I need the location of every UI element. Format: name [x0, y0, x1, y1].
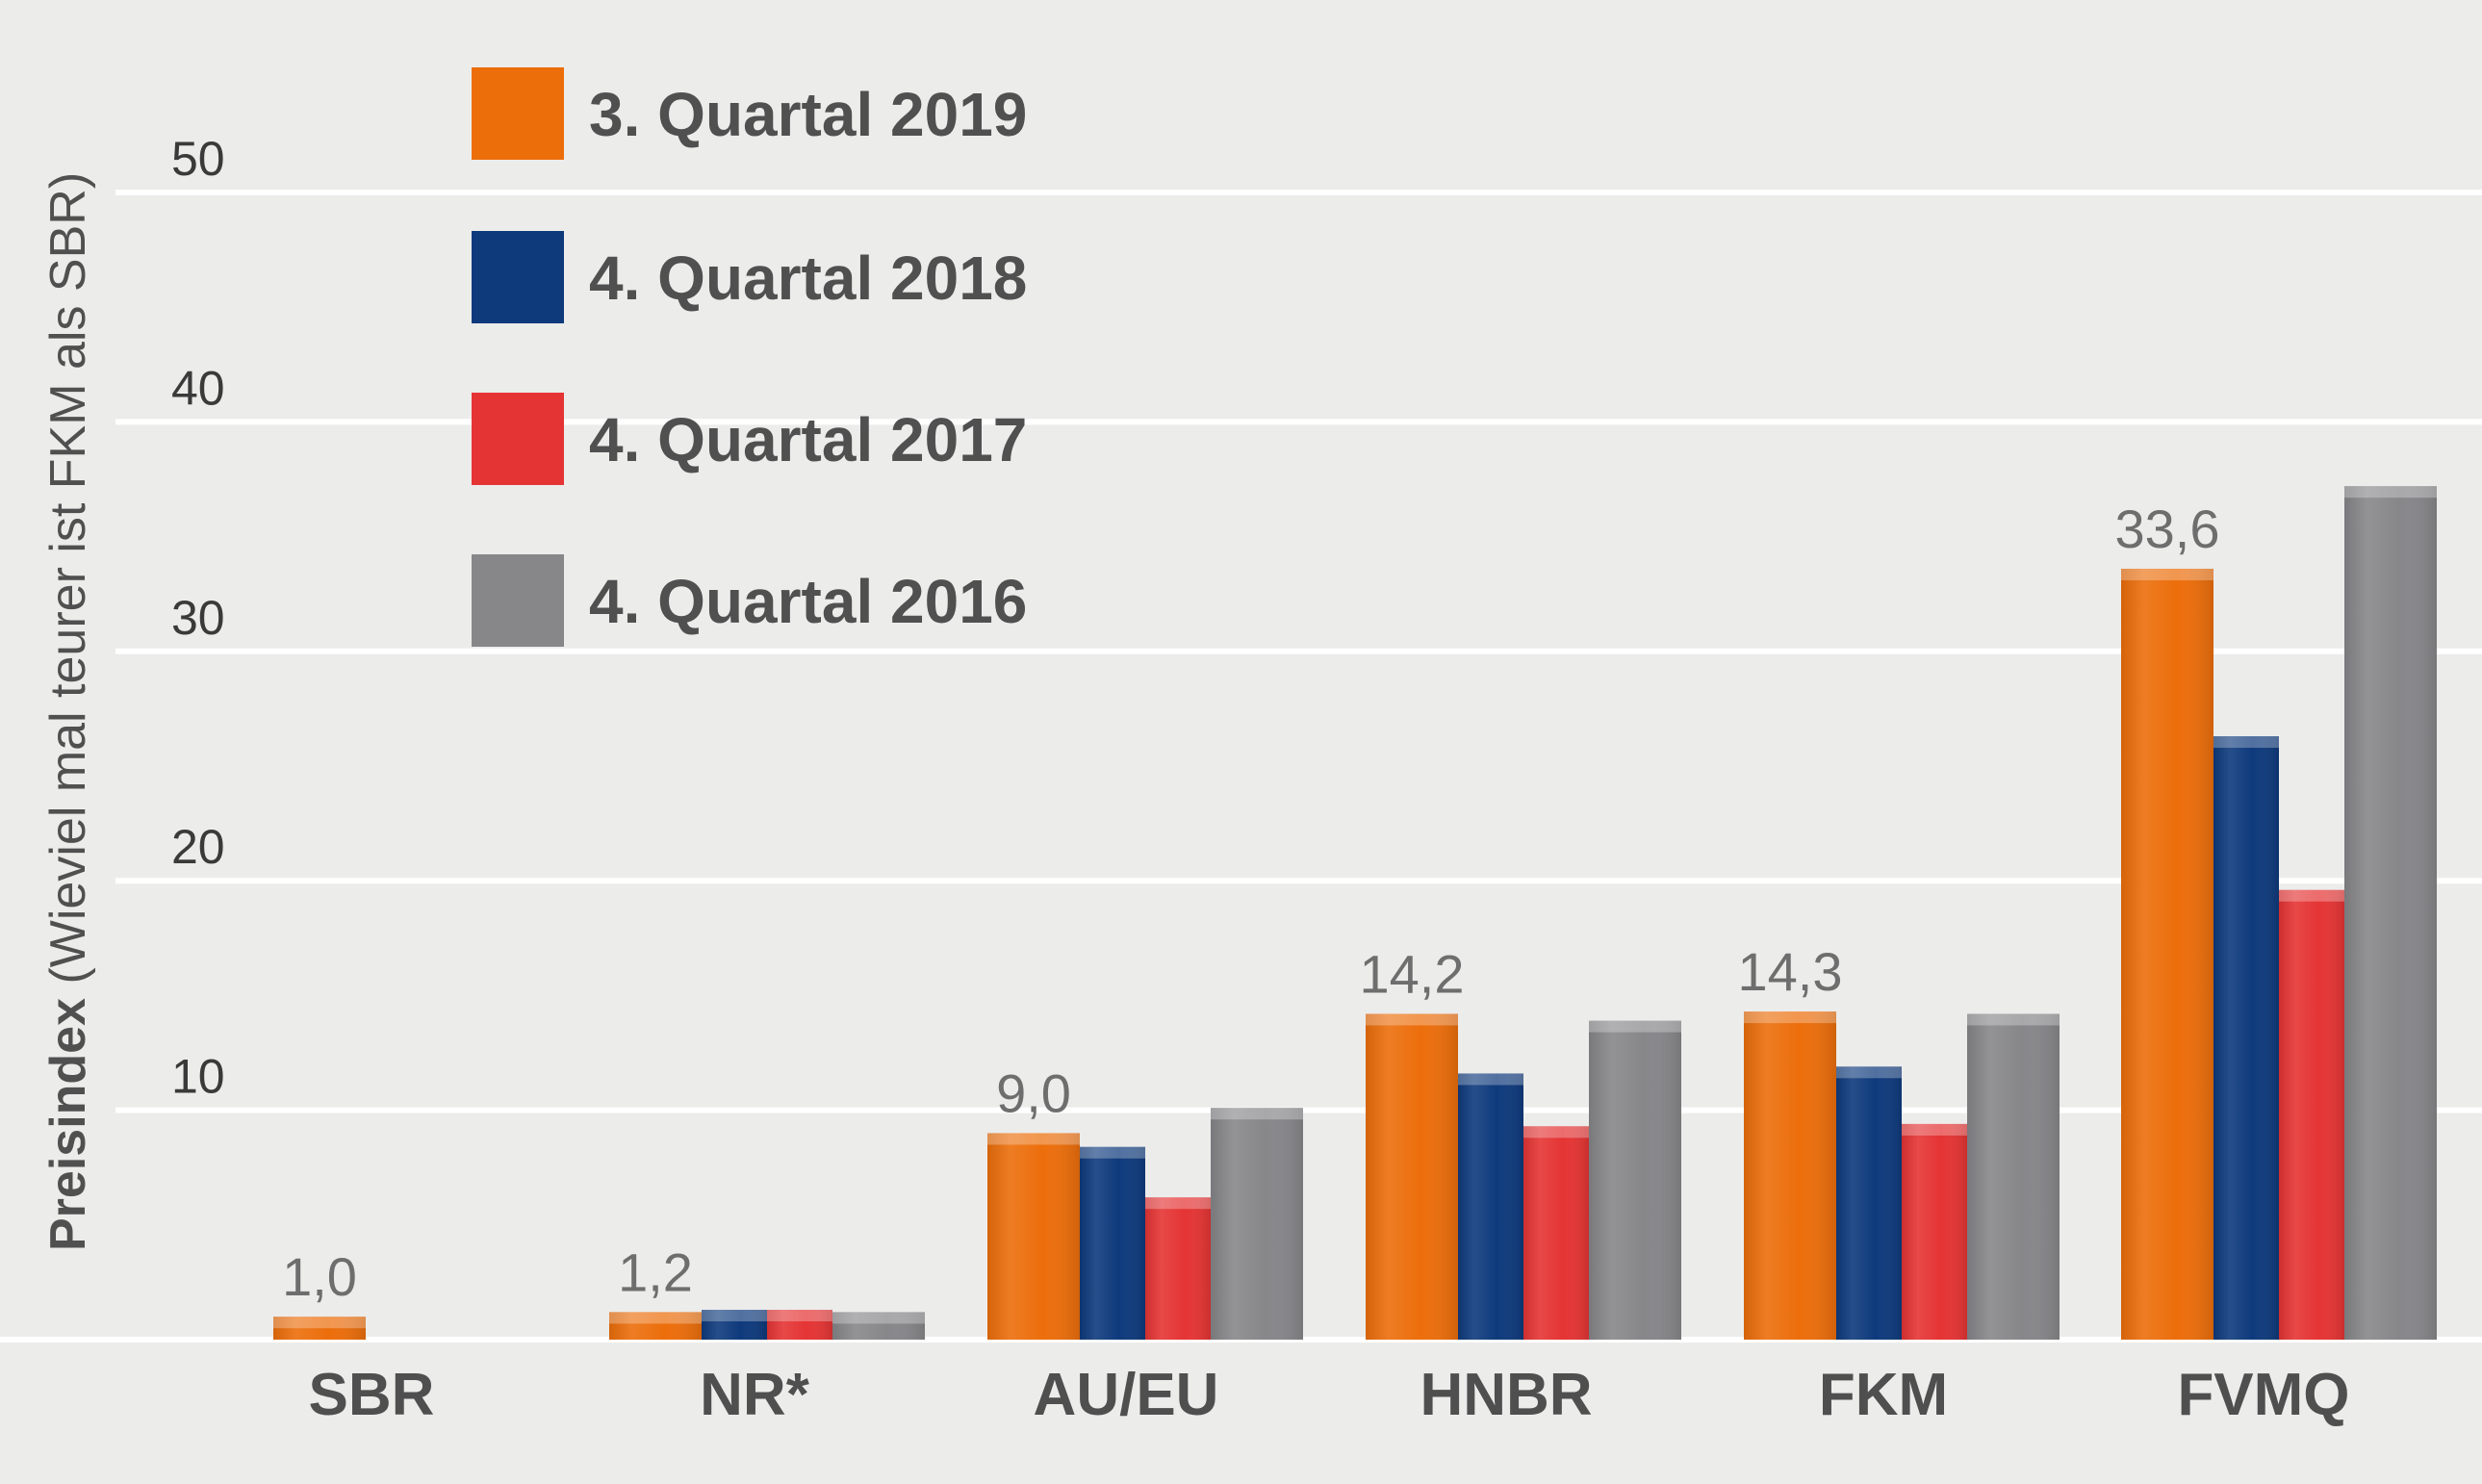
- x-tick-label: NR*: [700, 1362, 810, 1428]
- data-label: 1,0: [282, 1246, 357, 1307]
- x-axis-categories: SBR NR* AU/EU HNBR FKM FVMQ: [309, 1362, 2350, 1428]
- bar-shade: [987, 1133, 1080, 1340]
- y-axis-label-bold: Preisindex: [40, 998, 96, 1251]
- bar-highlight: [1211, 1108, 1303, 1120]
- y-tick-label: 50: [171, 132, 225, 186]
- bar-highlight: [2279, 889, 2344, 902]
- x-tick-label: HNBR: [1420, 1362, 1592, 1428]
- data-label: 33,6: [2115, 499, 2220, 559]
- bar-highlight: [2121, 568, 2213, 580]
- data-label: 14,2: [1360, 943, 1465, 1004]
- y-axis-label: Preisindex (Wieviel mal teurer ist FKM a…: [40, 172, 96, 1251]
- legend-swatch: [472, 67, 564, 160]
- y-tick-label: 30: [171, 591, 225, 645]
- bar-highlight: [2213, 736, 2279, 749]
- legend-swatch: [472, 231, 564, 323]
- bar-shade: [2213, 736, 2279, 1340]
- data-label: 1,2: [618, 1241, 693, 1302]
- legend-label: 4. Quartal 2017: [589, 405, 1027, 474]
- bars: [273, 486, 2437, 1341]
- legend: 3. Quartal 2019 4. Quartal 2018 4. Quartal…: [472, 67, 1027, 647]
- data-label: 14,3: [1738, 941, 1843, 1002]
- data-label: 9,0: [996, 1062, 1071, 1123]
- bar-highlight: [1589, 1020, 1681, 1033]
- bar-highlight: [2344, 486, 2437, 499]
- legend-label: 4. Quartal 2018: [589, 243, 1027, 313]
- bar-shade: [1366, 1013, 1458, 1340]
- bar-highlight: [987, 1133, 1080, 1145]
- bar-shade: [1836, 1066, 1902, 1340]
- bar-highlight: [702, 1310, 767, 1322]
- y-tick-label: 40: [171, 361, 225, 415]
- x-tick-label: FVMQ: [2177, 1362, 2349, 1428]
- bar-shade: [273, 1317, 366, 1340]
- bar-highlight: [1902, 1123, 1967, 1136]
- legend-swatch: [472, 554, 564, 647]
- bar-shade: [1145, 1197, 1211, 1340]
- bar-highlight: [1145, 1197, 1211, 1210]
- bar-highlight: [1458, 1073, 1523, 1086]
- x-tick-label: SBR: [309, 1362, 435, 1428]
- bar-shade: [1080, 1146, 1145, 1340]
- bar-highlight: [1967, 1013, 2060, 1026]
- y-tick-label: 10: [171, 1050, 225, 1104]
- bar-shade: [1458, 1073, 1523, 1340]
- y-axis-label-rest: (Wieviel mal teurer ist FKM als SBR): [40, 172, 96, 998]
- legend-swatch: [472, 393, 564, 485]
- bar-shade: [1589, 1020, 1681, 1340]
- y-axis-ticks: 10 20 30 40 50: [171, 132, 225, 1104]
- bar-shade: [2121, 568, 2213, 1340]
- bar-highlight: [767, 1310, 832, 1322]
- legend-label: 3. Quartal 2019: [589, 80, 1027, 149]
- bar-highlight: [273, 1317, 366, 1329]
- bar-shade: [609, 1312, 702, 1340]
- legend-label: 4. Quartal 2016: [589, 567, 1027, 636]
- bar-shade: [767, 1310, 832, 1340]
- bar-highlight: [1836, 1066, 1902, 1079]
- bar-highlight: [609, 1312, 702, 1324]
- bar-highlight: [832, 1312, 925, 1324]
- bar-highlight: [1080, 1146, 1145, 1159]
- bar-shade: [2279, 889, 2344, 1340]
- bar-shade: [1902, 1123, 1967, 1340]
- bar-shade: [702, 1310, 767, 1340]
- x-tick-label: AU/EU: [1034, 1362, 1219, 1428]
- bar-shade: [1967, 1013, 2060, 1340]
- bar-shade: [1211, 1108, 1303, 1340]
- bar-shade: [832, 1312, 925, 1340]
- bar-shade: [1744, 1011, 1836, 1340]
- y-tick-label: 20: [171, 820, 225, 874]
- bar-shade: [2344, 486, 2437, 1341]
- bar-highlight: [1523, 1126, 1589, 1139]
- bar-highlight: [1744, 1011, 1836, 1024]
- bar-highlight: [1366, 1013, 1458, 1026]
- data-labels: 1,0 1,2 9,0 14,2 14,3 33,6: [282, 499, 2219, 1307]
- x-tick-label: FKM: [1819, 1362, 1948, 1428]
- bar-shade: [1523, 1126, 1589, 1340]
